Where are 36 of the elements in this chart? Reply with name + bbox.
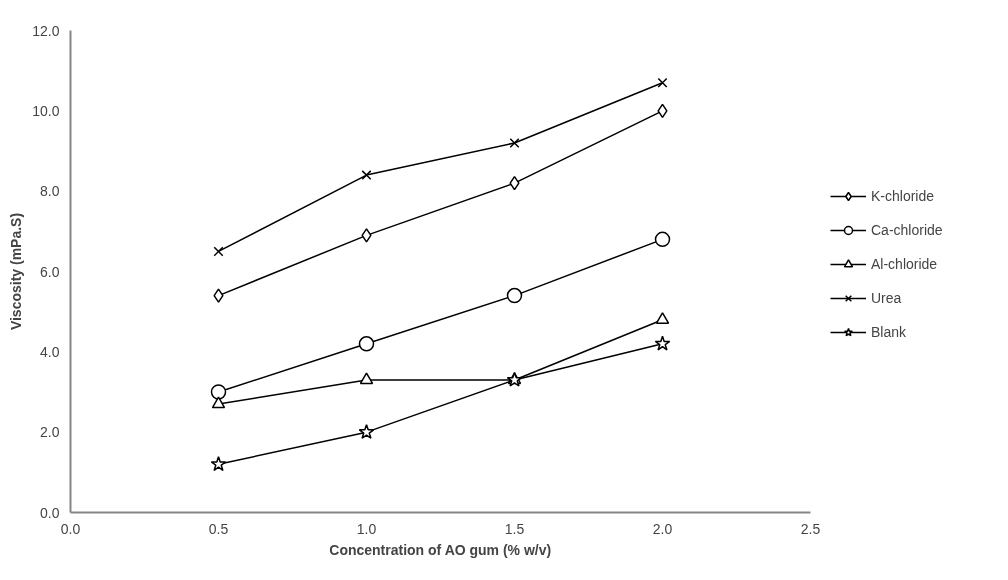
y-axis-title: Viscosity (mPa.S) [8, 212, 25, 331]
point [213, 288, 224, 303]
point [358, 423, 375, 439]
y-tick-label: 6.0 [40, 263, 60, 280]
point [654, 231, 671, 248]
legend-label: Al-chloride [871, 256, 938, 272]
point [657, 77, 668, 88]
point [210, 456, 227, 472]
point [655, 312, 670, 324]
point [359, 372, 374, 385]
point [654, 335, 671, 351]
y-tick-label: 10.0 [32, 102, 60, 119]
point [506, 287, 523, 304]
x-tick-label: 1.5 [504, 520, 525, 537]
point [211, 396, 226, 409]
legend-label: K-chloride [871, 188, 935, 204]
x-tick-label: 2.0 [652, 520, 673, 537]
point [210, 384, 227, 400]
x-axis-title: Concentration of AO gum (% w/v) [329, 541, 552, 558]
legend-label: Blank [871, 324, 907, 340]
legend-label: Ca-chloride [871, 222, 943, 238]
x-tick-label: 2.5 [800, 520, 821, 537]
legend-label: Urea [871, 290, 902, 306]
y-tick-label: 12.0 [32, 22, 60, 39]
y-tick-label: 2.0 [40, 424, 60, 441]
x-tick-label: 1.0 [356, 520, 377, 537]
y-tick-label: 4.0 [40, 343, 60, 360]
point [213, 246, 224, 257]
y-tick-label: 0.0 [40, 504, 60, 521]
point [509, 137, 520, 148]
y-tick-label: 8.0 [40, 183, 60, 200]
point [361, 170, 372, 181]
x-tick-label: 0.5 [208, 520, 229, 537]
x-tick-label: 0.0 [60, 520, 81, 537]
point [358, 336, 375, 352]
point [361, 228, 372, 243]
